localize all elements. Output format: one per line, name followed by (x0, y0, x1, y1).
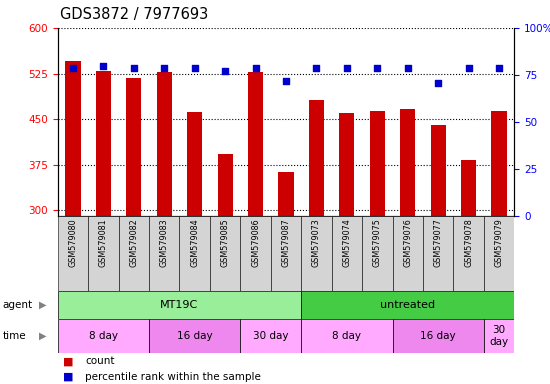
Text: agent: agent (3, 300, 33, 310)
Bar (400, 109, 415, 216)
Text: count: count (85, 356, 115, 366)
Text: ▶: ▶ (39, 331, 47, 341)
Bar (58, 291, 301, 319)
Bar (65, 61, 80, 216)
Bar (96, 71, 111, 216)
Text: GSM579084: GSM579084 (190, 218, 199, 267)
Text: GSM579078: GSM579078 (464, 218, 473, 267)
Bar (492, 111, 507, 216)
Text: GSM579082: GSM579082 (129, 218, 139, 267)
Bar (461, 161, 476, 216)
Bar (179, 216, 210, 291)
Point (403, 65, 412, 71)
Text: 16 day: 16 day (177, 331, 212, 341)
Point (373, 65, 382, 71)
Point (434, 79, 443, 86)
Text: GSM579083: GSM579083 (160, 218, 169, 267)
Point (343, 65, 351, 71)
Text: ■: ■ (63, 356, 74, 366)
Text: 30 day: 30 day (253, 331, 289, 341)
Bar (248, 72, 263, 216)
Text: ■: ■ (63, 372, 74, 382)
Bar (362, 216, 393, 291)
Text: 30
day: 30 day (490, 325, 509, 347)
Bar (423, 216, 453, 291)
Point (69, 65, 78, 71)
Bar (301, 319, 393, 353)
Bar (301, 216, 332, 291)
Bar (271, 216, 301, 291)
Text: ▶: ▶ (39, 300, 47, 310)
Point (221, 68, 229, 74)
Bar (370, 111, 385, 216)
Text: GSM579087: GSM579087 (282, 218, 290, 267)
Bar (431, 125, 446, 216)
Bar (278, 172, 294, 216)
Text: GSM579073: GSM579073 (312, 218, 321, 267)
Bar (58, 319, 149, 353)
Bar (484, 319, 514, 353)
Bar (88, 216, 119, 291)
Bar (149, 319, 240, 353)
Bar (126, 78, 141, 216)
Bar (187, 112, 202, 216)
Text: 8 day: 8 day (332, 331, 361, 341)
Point (312, 65, 321, 71)
Bar (393, 319, 484, 353)
Bar (119, 216, 149, 291)
Text: GSM579081: GSM579081 (99, 218, 108, 267)
Text: percentile rank within the sample: percentile rank within the sample (85, 372, 261, 382)
Bar (218, 154, 233, 216)
Text: GSM579085: GSM579085 (221, 218, 230, 267)
Text: 8 day: 8 day (89, 331, 118, 341)
Bar (157, 72, 172, 216)
Bar (210, 216, 240, 291)
Text: GSM579079: GSM579079 (494, 218, 504, 267)
Bar (393, 216, 423, 291)
Bar (453, 216, 484, 291)
Bar (58, 216, 88, 291)
Bar (149, 216, 179, 291)
Text: untreated: untreated (380, 300, 435, 310)
Text: GSM579077: GSM579077 (433, 218, 443, 267)
Point (251, 65, 260, 71)
Text: 16 day: 16 day (420, 331, 456, 341)
Text: MT19C: MT19C (161, 300, 199, 310)
Bar (332, 216, 362, 291)
Point (464, 65, 473, 71)
Text: GSM579074: GSM579074 (342, 218, 351, 267)
Point (129, 65, 138, 71)
Text: GDS3872 / 7977693: GDS3872 / 7977693 (60, 7, 209, 22)
Text: GSM579086: GSM579086 (251, 218, 260, 267)
Point (160, 65, 169, 71)
Text: time: time (3, 331, 26, 341)
Bar (339, 113, 354, 216)
Bar (484, 216, 514, 291)
Text: GSM579076: GSM579076 (403, 218, 412, 267)
Bar (240, 216, 271, 291)
Bar (309, 100, 324, 216)
Point (494, 65, 503, 71)
Text: GSM579075: GSM579075 (373, 218, 382, 267)
Point (99, 63, 108, 69)
Point (190, 65, 199, 71)
Text: GSM579080: GSM579080 (68, 218, 78, 267)
Bar (301, 291, 514, 319)
Bar (240, 319, 301, 353)
Point (282, 78, 290, 84)
